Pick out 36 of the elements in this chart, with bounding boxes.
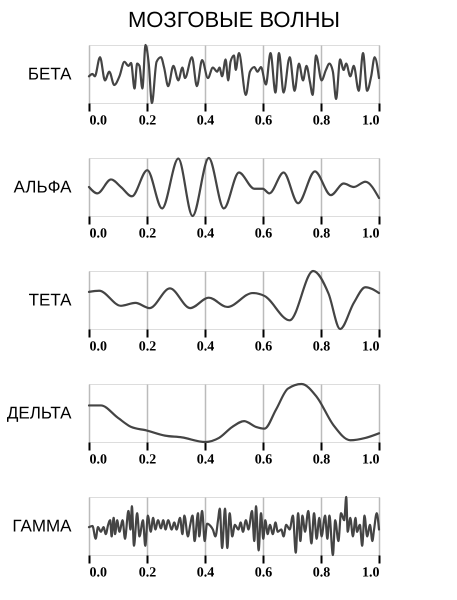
x-tick-label: 0.4 — [196, 114, 214, 128]
x-tick-label: 0.6 — [254, 566, 272, 580]
x-tick-label: 1.0 — [362, 566, 380, 580]
x-tick-label: 0.2 — [138, 566, 156, 580]
x-tick-label: 0.8 — [312, 452, 330, 468]
chart-title: МОЗГОВЫЕ ВОЛНЫ — [128, 6, 340, 32]
x-tick-label: 0.4 — [196, 226, 214, 242]
y-axis-title: БЕТА — [28, 64, 72, 84]
x-tick-label: 1.0 — [362, 452, 380, 468]
x-tick-label: 0.8 — [312, 566, 330, 580]
y-axis-title: АЛЬФА — [14, 178, 72, 196]
y-axis-title: ТЕТА — [28, 290, 72, 310]
x-tick-label: 0.4 — [196, 566, 214, 580]
x-tick-label: 0.6 — [254, 226, 272, 242]
x-tick-label: 0.0 — [90, 114, 107, 128]
x-tick-label: 0.0 — [90, 566, 107, 580]
x-tick-label: 0.4 — [196, 452, 214, 468]
x-tick-label: 1.0 — [362, 114, 380, 128]
x-tick-label: 0.2 — [138, 340, 156, 354]
x-tick-label: 0.6 — [254, 452, 272, 468]
x-tick-label: 0.2 — [138, 452, 156, 468]
x-tick-label: 0.6 — [254, 340, 272, 354]
x-tick-label: 0.0 — [90, 452, 107, 468]
x-tick-label: 1.0 — [362, 226, 380, 242]
y-axis-title: ГАММА — [12, 516, 72, 536]
x-tick-label: 0.8 — [312, 226, 330, 242]
x-tick-label: 0.8 — [312, 114, 330, 128]
x-tick-label: 0.6 — [254, 114, 272, 128]
y-axis-title: ДЕЛЬТА — [6, 404, 72, 422]
x-tick-label: 0.2 — [138, 114, 156, 128]
x-tick-label: 1.0 — [362, 340, 380, 354]
x-tick-label: 0.2 — [138, 226, 156, 242]
x-tick-label: 0.0 — [90, 340, 107, 354]
x-tick-label: 0.4 — [196, 340, 214, 354]
x-tick-label: 0.8 — [312, 340, 330, 354]
x-tick-label: 0.0 — [90, 226, 107, 242]
